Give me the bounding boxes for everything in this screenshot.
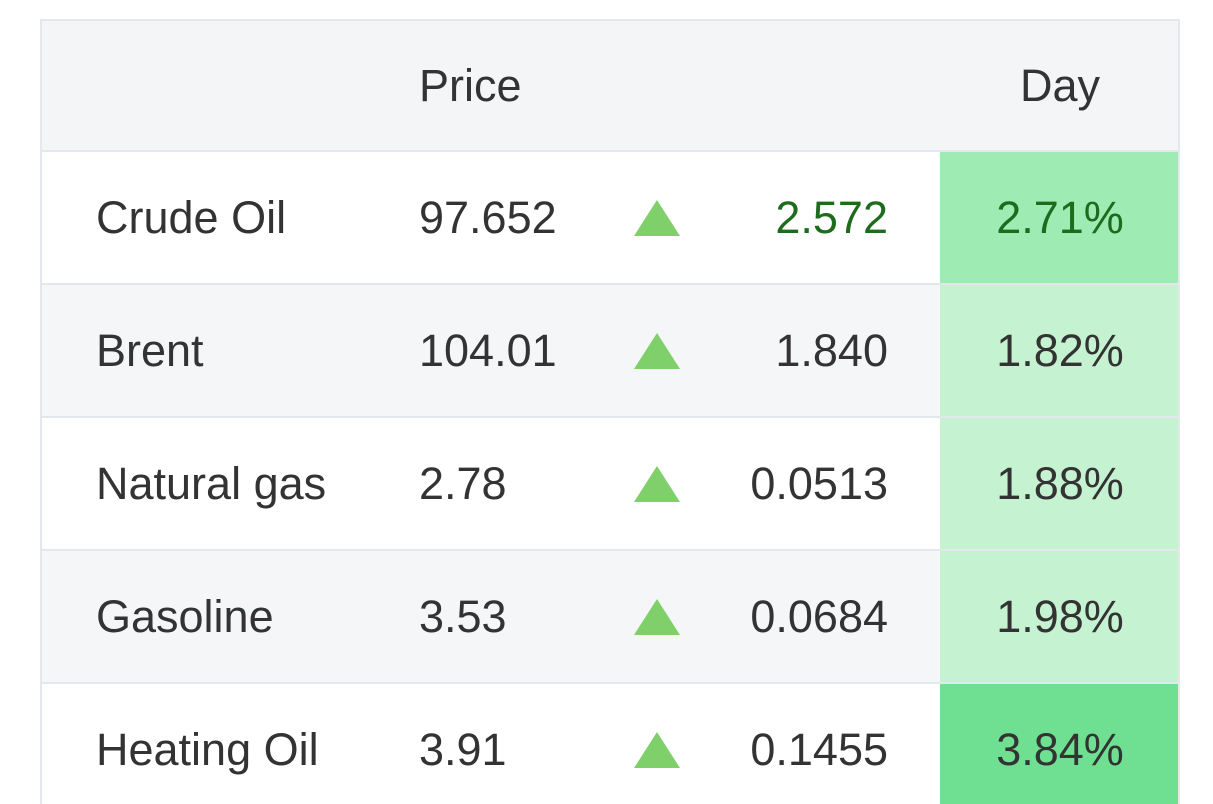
up-arrow [632,152,682,283]
price-table: Price Day Crude Oil 97.652 2.572 2.71% Brent… [40,19,1180,804]
up-arrow [632,418,682,549]
commodity-name: Brent [96,324,204,376]
commodity-name: Natural gas [96,457,327,509]
triangle-icon [634,731,680,768]
change: 0.0684 [750,590,888,642]
commodity-name: Heating Oil [96,723,319,775]
triangle-icon [634,598,680,635]
change: 1.840 [775,324,888,376]
triangle-icon [634,332,680,369]
data-row: Heating Oil 3.91 0.1455 3.84% [42,682,1178,804]
price: 104.01 [419,324,557,376]
up-arrow [632,684,682,804]
price: 3.53 [419,590,507,642]
data-row: Crude Oil 97.652 2.572 2.71% [42,150,1178,283]
commodity-name: Gasoline [96,590,274,642]
change: 0.1455 [750,723,888,775]
header-row: Price Day [42,21,1178,150]
price: 2.78 [419,457,507,509]
triangle-icon [634,465,680,502]
up-arrow [632,285,682,416]
change: 0.0513 [750,457,888,509]
day-change: 3.84% [940,684,1178,804]
header-price: Price [419,59,522,111]
commodity-name: Crude Oil [96,191,287,243]
change: 2.572 [775,191,888,243]
triangle-icon [634,199,680,236]
price: 97.652 [419,191,557,243]
day-change: 1.88% [940,418,1178,549]
day-change: 1.98% [940,551,1178,682]
header-day: Day [1019,59,1101,111]
data-row: Brent 104.01 1.840 1.82% [42,283,1178,416]
data-row: Natural gas 2.78 0.0513 1.88% [42,416,1178,549]
data-row: Gasoline 3.53 0.0684 1.98% [42,549,1178,682]
up-arrow [632,551,682,682]
day-change: 2.71% [940,152,1178,283]
day-change: 1.82% [940,285,1178,416]
price: 3.91 [419,723,507,775]
